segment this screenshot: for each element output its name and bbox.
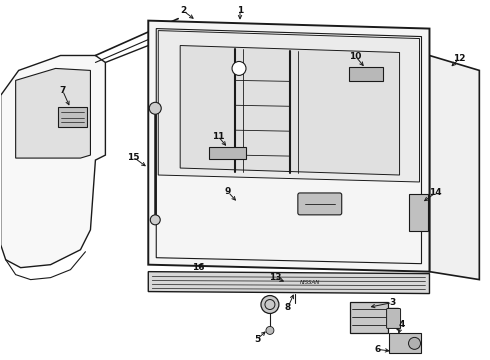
Text: 2: 2 bbox=[180, 6, 186, 15]
Polygon shape bbox=[148, 21, 429, 272]
FancyBboxPatch shape bbox=[349, 67, 383, 81]
Text: 8: 8 bbox=[285, 303, 291, 312]
FancyBboxPatch shape bbox=[57, 107, 87, 127]
Text: 15: 15 bbox=[127, 153, 140, 162]
FancyBboxPatch shape bbox=[387, 309, 400, 328]
Circle shape bbox=[149, 102, 161, 114]
Circle shape bbox=[232, 62, 246, 75]
Circle shape bbox=[261, 296, 279, 314]
Text: 4: 4 bbox=[398, 320, 405, 329]
Text: NISSAN: NISSAN bbox=[299, 280, 320, 285]
Polygon shape bbox=[429, 55, 479, 280]
Text: 12: 12 bbox=[453, 54, 465, 63]
Circle shape bbox=[266, 327, 274, 334]
FancyBboxPatch shape bbox=[389, 333, 420, 353]
Text: 14: 14 bbox=[429, 188, 442, 197]
Text: 13: 13 bbox=[269, 273, 281, 282]
Polygon shape bbox=[180, 45, 399, 175]
Text: 9: 9 bbox=[225, 188, 231, 197]
Polygon shape bbox=[158, 31, 419, 182]
Circle shape bbox=[150, 215, 160, 225]
Text: 1: 1 bbox=[237, 6, 243, 15]
Text: 6: 6 bbox=[374, 345, 381, 354]
Text: 5: 5 bbox=[254, 335, 260, 344]
Text: 11: 11 bbox=[212, 132, 224, 141]
Polygon shape bbox=[16, 68, 91, 158]
Polygon shape bbox=[0, 55, 105, 268]
Circle shape bbox=[409, 337, 420, 349]
Text: 7: 7 bbox=[59, 86, 66, 95]
Text: 10: 10 bbox=[349, 52, 362, 61]
FancyBboxPatch shape bbox=[409, 194, 428, 231]
Polygon shape bbox=[148, 272, 429, 293]
Text: 16: 16 bbox=[192, 263, 204, 272]
Text: 3: 3 bbox=[390, 298, 396, 307]
FancyBboxPatch shape bbox=[209, 147, 246, 159]
Polygon shape bbox=[350, 302, 388, 333]
FancyBboxPatch shape bbox=[298, 193, 342, 215]
